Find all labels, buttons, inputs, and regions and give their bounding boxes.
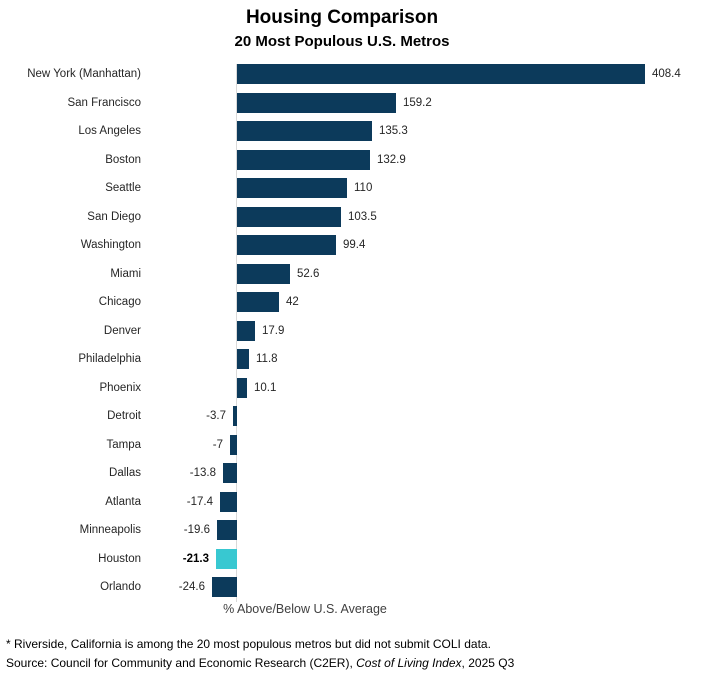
category-label: Boston bbox=[105, 153, 141, 166]
category-label: Atlanta bbox=[105, 495, 141, 508]
bar bbox=[230, 434, 237, 455]
value-label: 132.9 bbox=[377, 153, 406, 166]
category-label: Minneapolis bbox=[79, 524, 141, 536]
x-axis-title: % Above/Below U.S. Average bbox=[223, 602, 387, 616]
value-label: 11.8 bbox=[256, 353, 278, 365]
footnote: * Riverside, California is among the 20 … bbox=[6, 637, 491, 651]
category-label: Miami bbox=[110, 267, 141, 280]
value-label: 103.5 bbox=[348, 210, 377, 223]
value-label: 408.4 bbox=[652, 68, 681, 80]
category-label: Orlando bbox=[100, 581, 141, 593]
category-label: Denver bbox=[103, 324, 141, 337]
value-label: -3.7 bbox=[206, 410, 226, 422]
bar bbox=[237, 263, 290, 284]
bar bbox=[237, 178, 347, 198]
value-label: -7 bbox=[212, 438, 223, 451]
category-label: Houston bbox=[98, 552, 141, 565]
category-label: Chicago bbox=[98, 296, 141, 308]
category-label: Philadelphia bbox=[78, 353, 141, 365]
value-label: 99.4 bbox=[343, 239, 366, 251]
bar-highlighted bbox=[216, 548, 237, 569]
bar bbox=[217, 520, 237, 540]
category-label: Detroit bbox=[107, 410, 141, 422]
value-label: -19.6 bbox=[183, 524, 210, 536]
value-label: 10.1 bbox=[254, 381, 277, 394]
source-date: , 2025 Q3 bbox=[461, 656, 515, 670]
bar bbox=[237, 64, 645, 84]
bar bbox=[237, 92, 396, 113]
zero-axis-line bbox=[236, 64, 237, 602]
value-label: -21.3 bbox=[182, 552, 209, 565]
value-label: -17.4 bbox=[186, 495, 213, 508]
category-label: Washington bbox=[80, 239, 141, 251]
value-label: 52.6 bbox=[297, 267, 320, 280]
value-label: 42 bbox=[286, 296, 299, 308]
bar bbox=[237, 320, 255, 341]
source-title-italic: Cost of Living Index bbox=[356, 656, 462, 670]
source-line: Source: Council for Community and Econom… bbox=[6, 656, 514, 670]
value-label: 110 bbox=[354, 182, 373, 194]
chart-subtitle: 20 Most Populous U.S. Metros bbox=[234, 33, 450, 50]
bar bbox=[237, 377, 247, 398]
category-label: Phoenix bbox=[99, 381, 141, 394]
bar bbox=[237, 206, 341, 227]
category-label: Los Angeles bbox=[78, 125, 141, 137]
category-label: San Diego bbox=[87, 210, 141, 223]
value-label: 135.3 bbox=[379, 125, 408, 137]
bar bbox=[223, 463, 237, 483]
bar bbox=[237, 235, 336, 255]
chart-title: Housing Comparison bbox=[245, 7, 439, 28]
value-label: 17.9 bbox=[262, 324, 285, 337]
category-label: San Francisco bbox=[67, 96, 141, 109]
category-label: Tampa bbox=[106, 438, 141, 451]
bar bbox=[220, 491, 237, 512]
category-label: New York (Manhattan) bbox=[27, 68, 141, 80]
value-label: 159.2 bbox=[403, 96, 432, 109]
bar bbox=[237, 292, 279, 312]
source-text: Source: Council for Community and Econom… bbox=[6, 656, 357, 670]
bar bbox=[237, 149, 370, 170]
category-label: Dallas bbox=[109, 467, 141, 479]
bar bbox=[212, 577, 237, 597]
value-label: -13.8 bbox=[189, 467, 216, 479]
bar bbox=[237, 349, 249, 369]
category-label: Seattle bbox=[105, 182, 141, 194]
value-label: -24.6 bbox=[178, 581, 205, 593]
bar bbox=[233, 406, 237, 426]
bar bbox=[237, 121, 372, 141]
